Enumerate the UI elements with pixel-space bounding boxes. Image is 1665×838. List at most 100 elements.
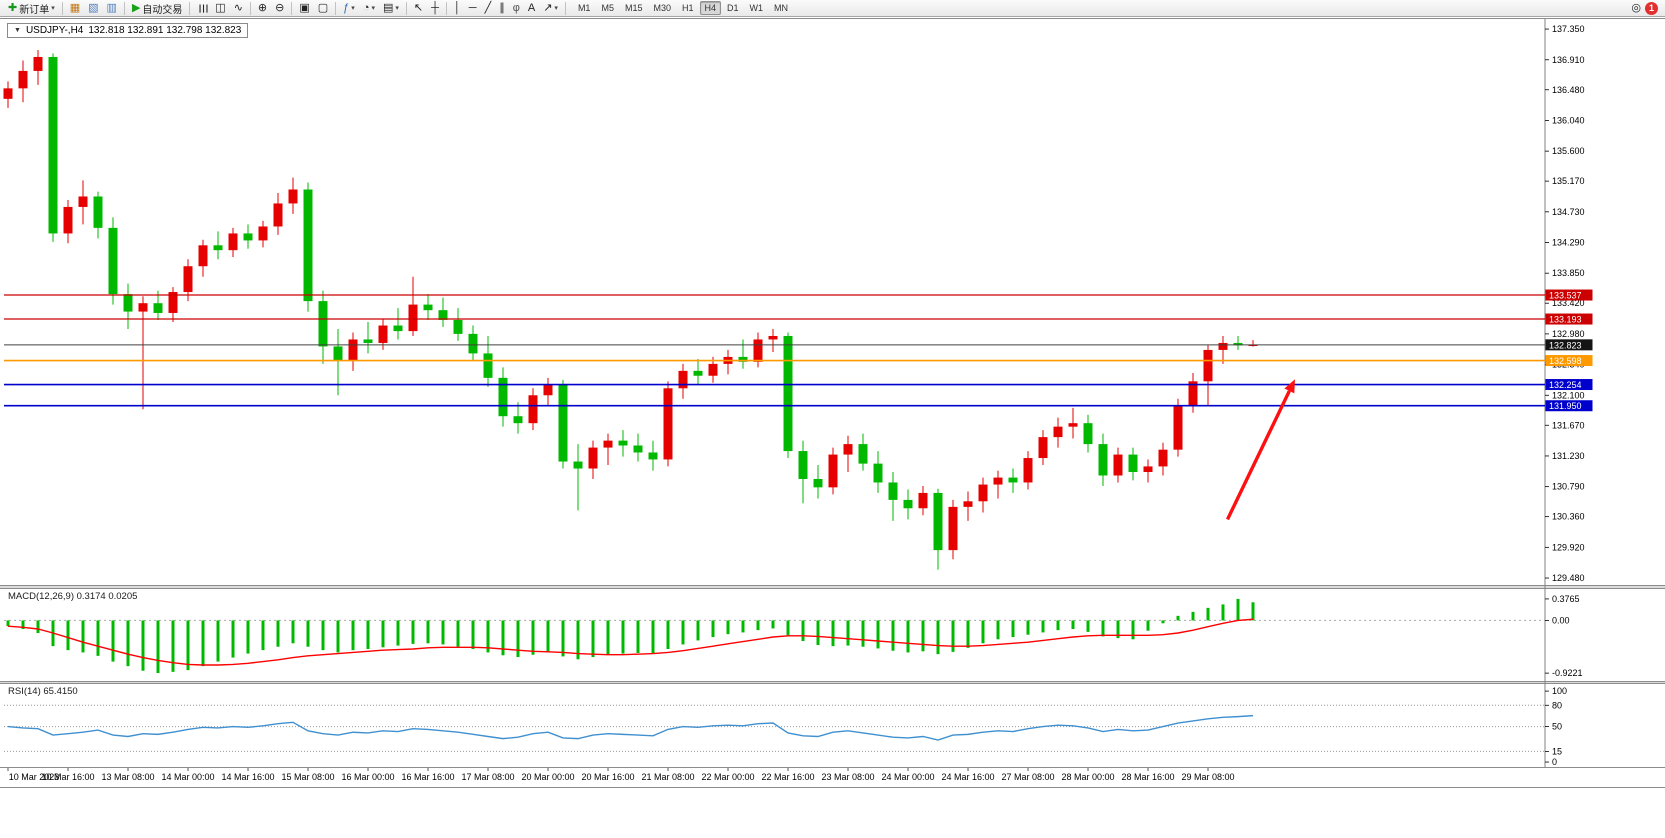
toolbar-separator (249, 1, 251, 15)
zoom-out-button[interactable]: ⊖ (271, 0, 288, 17)
price-scale[interactable]: 137.350 136.910 136.480 136.040 135.600 135.1… (1545, 24, 1585, 583)
autotrade-button[interactable]: ▶ 自动交易 (128, 0, 186, 17)
zoom-in-icon: ⊕ (257, 1, 268, 14)
hline-132.598[interactable]: 132.598 (4, 355, 1593, 367)
new-order-button[interactable]: ✚ 新订单 ▾ (4, 0, 59, 17)
candle (138, 296, 148, 410)
candle (948, 499, 958, 560)
candle (78, 180, 88, 225)
templates-button[interactable]: ▤ ▾ (379, 0, 403, 17)
svg-text:130.360: 130.360 (1552, 512, 1585, 522)
svg-text:10 Mar 16:00: 10 Mar 16:00 (41, 772, 94, 782)
dropdown-caret-icon: ▾ (371, 5, 375, 12)
auto-arrange-icon: ▢ (317, 1, 329, 14)
candle (33, 49, 43, 85)
candle (423, 294, 433, 320)
timeframe-d1-button[interactable]: D1 (727, 3, 739, 13)
arrows-tool-button[interactable]: ↗ ▾ (539, 0, 562, 17)
macd-indicator-label: MACD(12,26,9) 0.3174 0.0205 (8, 591, 138, 602)
zoom-in-button[interactable]: ⊕ (254, 0, 271, 17)
svg-text:13 Mar 08:00: 13 Mar 08:00 (101, 772, 154, 782)
search-button[interactable]: ◎ (1627, 0, 1645, 17)
timeframe-m15-button[interactable]: M15 (624, 3, 643, 13)
profiles-button[interactable]: ▧ (84, 0, 102, 17)
indicators-button[interactable]: ƒ ▾ (339, 0, 359, 17)
candle (1053, 417, 1063, 448)
text-label-button[interactable]: A (524, 0, 539, 17)
rsi-indicator-label: RSI(14) 65.4150 (8, 686, 78, 697)
collapse-chart-icon[interactable]: ▼ (14, 27, 21, 34)
candle (408, 276, 418, 336)
fibonacci-button[interactable]: φ (509, 0, 524, 17)
svg-text:132.100: 132.100 (1552, 390, 1585, 400)
svg-text:80: 80 (1552, 700, 1562, 710)
text-label-icon: A (527, 1, 536, 14)
bar-chart-icon: ☰ (196, 3, 209, 13)
indicators-icon: ƒ (343, 1, 350, 14)
svg-text:0: 0 (1552, 757, 1557, 767)
svg-text:27 Mar 08:00: 27 Mar 08:00 (1001, 772, 1054, 782)
hline-132.823[interactable]: 132.823 (4, 339, 1593, 351)
charts-button[interactable]: ▦ (66, 0, 84, 17)
hline-133.193[interactable]: 133.193 (4, 313, 1593, 325)
timeframe-m5-button[interactable]: M5 (601, 3, 614, 13)
candle (168, 287, 178, 323)
bar-chart-button[interactable]: ☰ (193, 0, 211, 17)
candle (438, 297, 448, 327)
svg-text:132.598: 132.598 (1549, 356, 1582, 366)
candle (3, 81, 13, 108)
candles-layer (3, 49, 1258, 570)
crosshair-button[interactable]: ┼ (427, 0, 443, 17)
candle (1158, 442, 1168, 476)
svg-text:133.193: 133.193 (1549, 315, 1582, 325)
line-chart-button[interactable]: ∿ (230, 0, 247, 17)
hline-131.950[interactable]: 131.950 (4, 400, 1593, 412)
svg-text:131.950: 131.950 (1549, 401, 1582, 411)
cursor-button[interactable]: ↖ (410, 0, 427, 17)
toolbar-separator (291, 1, 293, 15)
trend-arrow[interactable] (1225, 379, 1296, 521)
svg-text:135.600: 135.600 (1552, 146, 1585, 156)
notification-badge[interactable]: 1 (1645, 1, 1658, 15)
svg-text:14 Mar 00:00: 14 Mar 00:00 (161, 772, 214, 782)
trendline-button[interactable]: ╱ (481, 0, 496, 17)
crosshair-icon: ┼ (431, 1, 439, 14)
timeframe-h4-button[interactable]: H4 (699, 1, 722, 15)
timeframe-m1-button[interactable]: M1 (577, 3, 591, 13)
auto-arrange-button[interactable]: ▢ (314, 0, 332, 17)
profiles-icon: ▧ (88, 1, 99, 14)
svg-text:131.670: 131.670 (1552, 420, 1585, 430)
timeframe-w1-button[interactable]: W1 (749, 3, 764, 13)
periods-button[interactable]: ◔ ▾ (359, 0, 379, 17)
navigator-button[interactable]: ▥ (103, 0, 121, 17)
svg-text:131.230: 131.230 (1552, 451, 1585, 461)
timeframe-m30-button[interactable]: M30 (653, 3, 671, 13)
candle (858, 433, 868, 471)
candle (828, 447, 838, 495)
timeframe-mn-button[interactable]: MN (774, 3, 789, 13)
candlestick-chart-button[interactable]: ◫ (211, 0, 229, 17)
equidistant-channel-button[interactable]: ∥ (495, 0, 509, 17)
vertical-line-button[interactable]: │ (450, 0, 465, 17)
hline-133.537[interactable]: 133.537 (4, 289, 1593, 301)
horizontal-line-button[interactable]: ─ (465, 0, 481, 17)
candle (993, 470, 1003, 499)
svg-text:22 Mar 00:00: 22 Mar 00:00 (701, 772, 754, 782)
dropdown-caret-icon: ▾ (51, 5, 55, 12)
vertical-line-icon: │ (453, 1, 461, 14)
svg-text:-0.9221: -0.9221 (1552, 668, 1583, 678)
tile-windows-button[interactable]: ▣ (295, 0, 313, 17)
autotrade-label: 自动交易 (142, 4, 183, 16)
candle (678, 363, 688, 399)
candle (588, 440, 598, 479)
candle (843, 435, 853, 472)
hline-132.254[interactable]: 132.254 (4, 379, 1593, 391)
candle (108, 217, 118, 305)
chart-ohlc-values: 132.818 132.891 132.798 132.823 (88, 25, 242, 36)
timeframe-h1-button[interactable]: H1 (682, 3, 694, 13)
candle (918, 485, 928, 516)
svg-text:136.910: 136.910 (1552, 55, 1585, 65)
svg-text:136.480: 136.480 (1552, 85, 1585, 95)
